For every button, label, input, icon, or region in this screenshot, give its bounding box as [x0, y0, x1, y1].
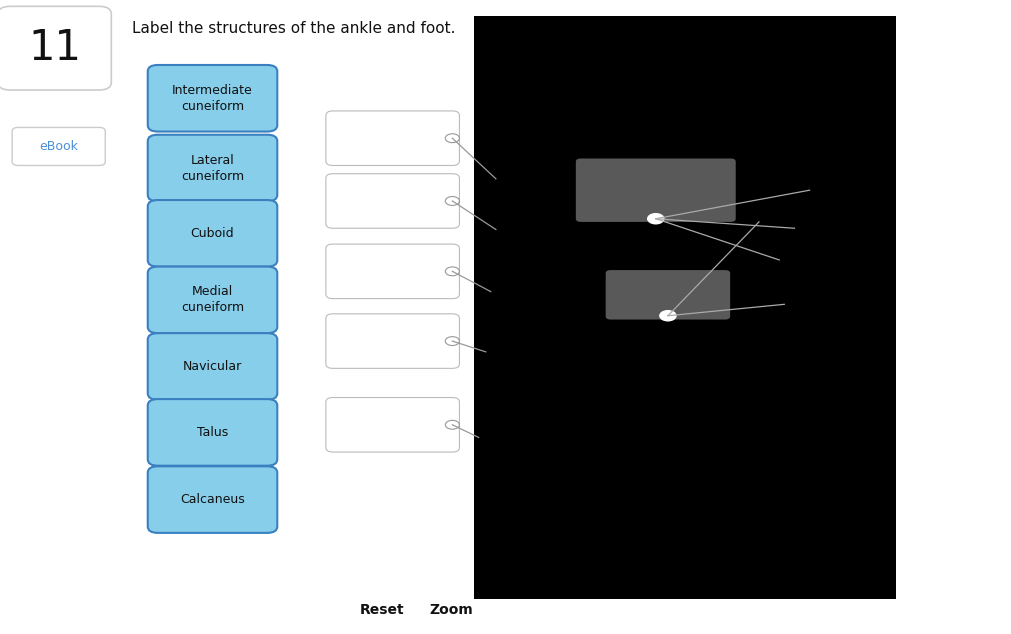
- Circle shape: [659, 311, 675, 321]
- FancyBboxPatch shape: [148, 65, 277, 132]
- Circle shape: [647, 214, 663, 224]
- Bar: [473, 16, 895, 599]
- FancyBboxPatch shape: [326, 314, 459, 368]
- FancyBboxPatch shape: [326, 111, 459, 165]
- Text: Label the structures of the ankle and foot.: Label the structures of the ankle and fo…: [131, 21, 455, 36]
- FancyBboxPatch shape: [148, 399, 277, 465]
- Text: Zoom: Zoom: [429, 603, 473, 617]
- FancyBboxPatch shape: [606, 270, 730, 320]
- Text: Lateral
cuneiform: Lateral cuneiform: [181, 153, 244, 183]
- FancyBboxPatch shape: [148, 266, 277, 333]
- Text: Reset: Reset: [360, 603, 404, 617]
- FancyBboxPatch shape: [326, 174, 459, 228]
- Text: 11: 11: [28, 27, 81, 69]
- Text: Calcaneus: Calcaneus: [180, 493, 245, 506]
- Text: eBook: eBook: [39, 140, 78, 153]
- Text: Cuboid: Cuboid: [190, 227, 235, 240]
- Text: Talus: Talus: [197, 426, 227, 439]
- FancyBboxPatch shape: [148, 200, 277, 266]
- FancyBboxPatch shape: [575, 158, 735, 222]
- FancyBboxPatch shape: [326, 398, 459, 452]
- FancyBboxPatch shape: [148, 333, 277, 400]
- FancyBboxPatch shape: [148, 135, 277, 202]
- Text: Navicular: Navicular: [183, 360, 242, 373]
- FancyBboxPatch shape: [326, 244, 459, 299]
- FancyBboxPatch shape: [148, 467, 277, 533]
- Text: Intermediate
cuneiform: Intermediate cuneiform: [172, 84, 253, 113]
- FancyBboxPatch shape: [12, 127, 105, 165]
- Text: Medial
cuneiform: Medial cuneiform: [181, 285, 244, 314]
- FancyBboxPatch shape: [0, 6, 111, 90]
